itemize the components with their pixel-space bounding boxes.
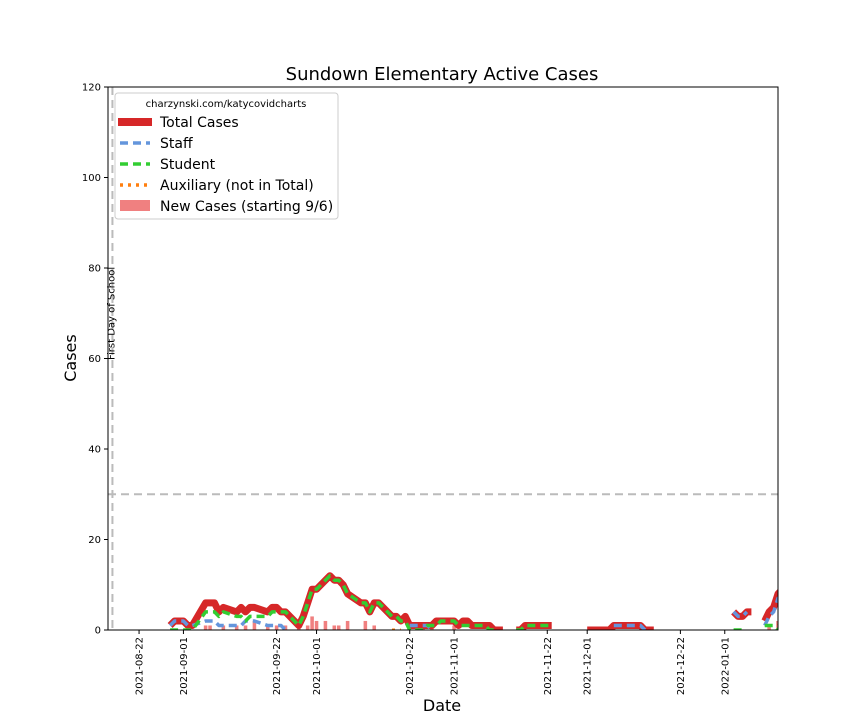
legend: charzynski.com/katycovidcharts Total Cas… (114, 92, 339, 220)
chart-title: Sundown Elementary Active Cases (286, 64, 599, 85)
x-tick-label-2021-11-22: 2021-11-22 (543, 637, 554, 695)
new-cases-bar-3 (234, 625, 239, 630)
new-cases-bar-10 (305, 625, 310, 630)
new-cases-bar-2 (221, 625, 226, 630)
new-cases-bar-17 (363, 620, 368, 630)
y-tick-label-20: 20 (88, 535, 101, 546)
legend-new-cases-swatch (120, 200, 150, 211)
series-staff-segment-1 (409, 623, 434, 630)
legend-title: charzynski.com/katycovidcharts (146, 99, 307, 110)
x-tick-label-2021-12-22: 2021-12-22 (676, 637, 687, 695)
new-cases-bar-0 (203, 625, 208, 630)
new-cases-bar-4 (243, 625, 248, 630)
series-staff-segment-2 (613, 623, 647, 630)
new-cases-bar-11 (310, 616, 314, 630)
legend-total-label: Total Cases (159, 115, 239, 131)
x-tick-label-2021-12-01: 2021-12-01 (583, 637, 594, 695)
new-cases-bar-18 (372, 625, 376, 630)
new-cases-bar-13 (323, 620, 328, 630)
new-cases-bar-14 (332, 625, 337, 630)
x-tick-label-2021-08-22: 2021-08-22 (135, 637, 146, 695)
y-axis-title: Cases (61, 334, 80, 382)
y-tick-label-120: 120 (82, 83, 101, 94)
x-tick-label-2022-01-01: 2022-01-01 (720, 637, 731, 695)
series-staff-segment-4 (763, 596, 778, 627)
first-day-label: First Day of School (106, 267, 117, 360)
x-tick-label-2021-10-01: 2021-10-01 (312, 637, 323, 695)
new-cases-bar-12 (314, 620, 319, 630)
x-tick-label-2021-09-22: 2021-09-22 (272, 637, 283, 695)
y-tick-label-60: 60 (88, 354, 101, 365)
new-cases-bar-21 (452, 625, 456, 630)
series-student-segment-1 (516, 623, 552, 630)
series-total-cases-segment-4 (761, 588, 778, 623)
new-cases-bar-7 (274, 625, 279, 630)
series-staff-segment-3 (732, 610, 749, 619)
new-cases-bar-15 (336, 625, 341, 630)
new-cases-bar-16 (345, 620, 350, 630)
legend-staff-label: Staff (160, 136, 193, 152)
legend-new-cases-label: New Cases (starting 9/6) (160, 199, 333, 215)
y-tick-label-80: 80 (88, 264, 101, 275)
series-staff-segment-0 (168, 619, 287, 630)
series-student-segment-0 (170, 573, 494, 630)
new-cases-bar-24 (776, 620, 778, 630)
x-tick-label-2021-11-01: 2021-11-01 (450, 637, 461, 695)
new-cases-bar-23 (767, 625, 771, 630)
x-axis-title: Date (423, 696, 461, 715)
new-cases-bar-6 (265, 625, 270, 630)
legend-student-label: Student (160, 157, 216, 173)
y-tick-label-100: 100 (82, 173, 101, 184)
new-cases-bar-5 (252, 620, 257, 630)
new-cases-bar-1 (208, 625, 212, 630)
x-tick-label-2021-10-22: 2021-10-22 (405, 637, 416, 695)
legend-box (114, 92, 339, 220)
x-tick-label-2021-09-01: 2021-09-01 (179, 637, 190, 695)
plot-area: First Day of School 0 20 40 60 80 100 120 2021-0… (82, 83, 779, 695)
y-tick-label-40: 40 (88, 445, 101, 456)
legend-auxiliary-label: Auxiliary (not in Total) (160, 178, 314, 194)
y-tick-label-0: 0 (95, 626, 101, 637)
